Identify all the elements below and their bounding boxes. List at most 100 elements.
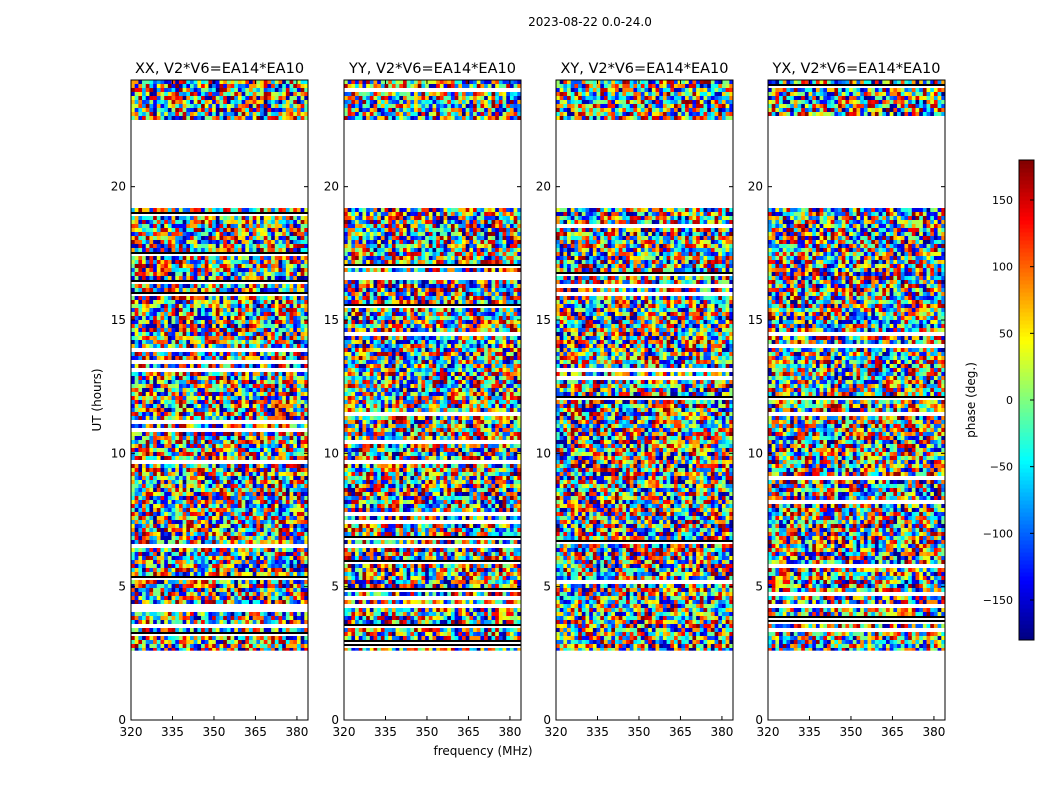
colorbar-segment [1019,612,1034,617]
colorbar-segment [1019,288,1034,293]
colorbar-segment [1019,264,1034,269]
y-tick-label: 5 [118,580,126,594]
colorbar-segment [1019,552,1034,557]
colorbar-segment [1019,216,1034,221]
colorbar-segment [1019,420,1034,425]
x-tick-label: 380 [710,725,733,739]
colorbar-segment [1019,500,1034,505]
x-tick-label: 350 [840,725,863,739]
axes-frame [130,79,309,721]
colorbar-segment [1019,312,1034,317]
y-tick-label: 10 [536,446,551,460]
colorbar-segment [1019,504,1034,509]
y-tick-label: 0 [118,713,126,727]
y-tick-label: 10 [748,446,763,460]
colorbar-segment [1019,472,1034,477]
panel-title: XX, V2*V6=EA14*EA10 [135,61,304,77]
colorbar-segment [1019,364,1034,369]
panel-title: XY, V2*V6=EA14*EA10 [560,61,728,77]
y-tick-label: 0 [755,713,763,727]
colorbar-segment [1019,340,1034,345]
heatmap-image [131,80,309,651]
y-tick-label: 20 [111,180,126,194]
colorbar-segment [1019,520,1034,525]
x-tick-label: 335 [161,725,184,739]
x-tick-label: 320 [757,725,780,739]
colorbar-tick-label: −100 [983,527,1013,540]
colorbar-segment [1019,532,1034,537]
colorbar-segment [1019,616,1034,621]
colorbar-segment [1019,432,1034,437]
y-tick-label: 5 [755,580,763,594]
colorbar-segment [1019,260,1034,265]
x-tick-label: 350 [203,725,226,739]
x-tick-label: 335 [798,725,821,739]
colorbar-segment [1019,464,1034,469]
colorbar-segment [1019,376,1034,381]
colorbar-segment [1019,468,1034,473]
colorbar-segment [1019,332,1034,337]
y-tick-label: 20 [748,180,763,194]
colorbar-segment [1019,496,1034,501]
figure-suptitle: 2023-08-22 0.0-24.0 [528,15,652,29]
colorbar-segment [1019,324,1034,329]
y-tick-label: 15 [324,313,339,327]
colorbar-segment [1019,576,1034,581]
y-tick-label: 5 [331,580,339,594]
colorbar-segment [1019,600,1034,605]
colorbar-segment [1019,360,1034,365]
colorbar-segment [1019,172,1034,177]
colorbar-segment [1019,176,1034,181]
colorbar-segment [1019,296,1034,301]
colorbar-segment [1019,164,1034,169]
colorbar-segment [1019,276,1034,281]
colorbar-segment [1019,168,1034,173]
colorbar-segment [1019,508,1034,513]
colorbar-segment [1019,588,1034,593]
y-tick-label: 10 [111,446,126,460]
colorbar-segment [1019,536,1034,541]
colorbar-segment [1019,412,1034,417]
colorbar-segment [1019,300,1034,305]
colorbar-segment [1019,256,1034,261]
colorbar-segment [1019,408,1034,413]
colorbar-segment [1019,456,1034,461]
colorbar-segment [1019,292,1034,297]
colorbar-tick-label: −50 [990,461,1013,474]
panel-3: YX, V2*V6=EA14*EA10 320 335 350 365 380 0 5 10 15… [748,61,946,739]
colorbar-segment [1019,516,1034,521]
colorbar-segment [1019,436,1034,441]
colorbar-segment [1019,200,1034,205]
colorbar-segment [1019,208,1034,213]
colorbar-segment [1019,556,1034,561]
colorbar-segment [1019,236,1034,241]
y-tick-label: 5 [543,580,551,594]
colorbar-tick-label: 0 [1006,394,1013,407]
colorbar-segment [1019,272,1034,277]
colorbar-segment [1019,512,1034,517]
x-tick-label: 380 [285,725,308,739]
colorbar-segment [1019,184,1034,189]
colorbar-segment [1019,396,1034,401]
colorbar-segment [1019,452,1034,457]
colorbar-segment [1019,316,1034,321]
heatmap-image [344,80,522,651]
colorbar-tick-label: 50 [999,327,1013,340]
colorbar-segment [1019,280,1034,285]
colorbar-segment [1019,524,1034,529]
colorbar-segment [1019,624,1034,629]
colorbar: −150 −100 −50 0 50 100 150 phase (deg.) [964,159,1035,641]
colorbar-segment [1019,352,1034,357]
colorbar-segment [1019,220,1034,225]
colorbar-segment [1019,252,1034,257]
colorbar-segment [1019,604,1034,609]
colorbar-segment [1019,564,1034,569]
colorbar-segment [1019,488,1034,493]
heatmap-image [556,80,734,651]
colorbar-segment [1019,160,1034,165]
colorbar-segment [1019,344,1034,349]
colorbar-segment [1019,212,1034,217]
colorbar-segment [1019,308,1034,313]
colorbar-segment [1019,388,1034,393]
